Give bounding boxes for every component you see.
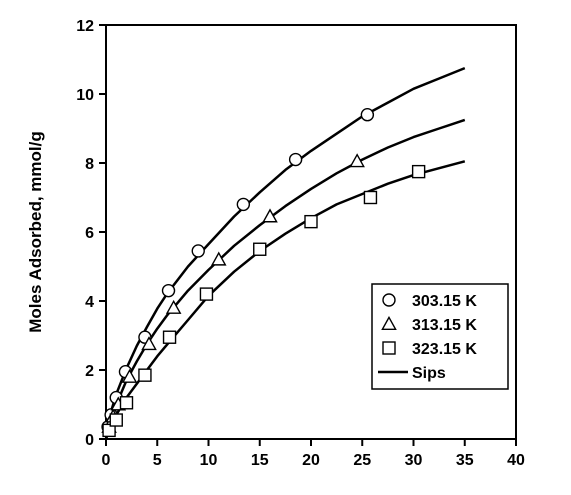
- x-tick-label: 35: [456, 452, 474, 469]
- x-tick-label: 15: [251, 452, 269, 469]
- square-marker: [109, 413, 123, 427]
- square-marker: [138, 368, 152, 382]
- y-tick-label: 4: [85, 294, 94, 311]
- legend-entry-label: 323.15 K: [412, 341, 477, 358]
- y-tick-label: 2: [85, 363, 94, 380]
- data-points: [101, 107, 426, 438]
- sips-curve: [104, 160, 466, 440]
- square-marker: [199, 287, 214, 301]
- square-marker: [162, 330, 177, 344]
- sips-curve: [104, 66, 466, 440]
- square-marker: [304, 214, 318, 229]
- y-tick-label: 6: [85, 225, 94, 242]
- square-marker: [119, 396, 134, 410]
- circle-marker: [161, 283, 176, 298]
- x-tick-label: 40: [507, 452, 525, 469]
- y-tick-label: 12: [76, 18, 94, 35]
- legend-entry-label: 303.15 K: [412, 293, 477, 310]
- x-tick-label: 10: [200, 452, 218, 469]
- series-circle: [101, 107, 375, 434]
- x-tick-label: 30: [405, 452, 423, 469]
- square-marker: [102, 423, 116, 438]
- circle-marker: [288, 152, 303, 167]
- sips-curve: [104, 118, 466, 440]
- circle-marker: [236, 197, 251, 212]
- triangle-marker: [141, 336, 157, 351]
- y-tick-label: 0: [85, 432, 94, 449]
- circle-marker: [191, 244, 205, 258]
- axes: 0 5 10 15 20 25 30 35 40 0 2 4 6 8 10 12: [76, 18, 525, 469]
- triangle-marker: [349, 153, 365, 168]
- legend: 303.15 K 313.15 K 323.15 K Sips: [371, 283, 509, 390]
- y-axis-label: Moles Adsorbed, mmol/g: [26, 131, 45, 333]
- y-tick-label: 10: [76, 87, 94, 104]
- square-marker: [363, 190, 378, 205]
- triangle-marker: [381, 315, 397, 330]
- square-marker: [253, 242, 267, 256]
- x-tick-label: 0: [102, 452, 111, 469]
- triangle-marker: [262, 208, 278, 223]
- legend-entry-label: 313.15 K: [412, 317, 477, 334]
- square-marker: [411, 164, 426, 179]
- y-tick-label: 8: [85, 156, 94, 173]
- circle-marker: [360, 107, 375, 122]
- series-square: [102, 164, 426, 438]
- legend-fit-label: Sips: [412, 365, 446, 382]
- series-triangle: [101, 153, 365, 433]
- square-marker: [382, 341, 396, 355]
- triangle-marker: [165, 299, 182, 314]
- x-tick-label: 20: [302, 452, 320, 469]
- triangle-marker: [121, 368, 138, 383]
- triangle-marker: [210, 251, 227, 266]
- x-tick-label: 25: [353, 452, 371, 469]
- x-tick-label: 5: [153, 452, 162, 469]
- circle-marker: [382, 293, 396, 307]
